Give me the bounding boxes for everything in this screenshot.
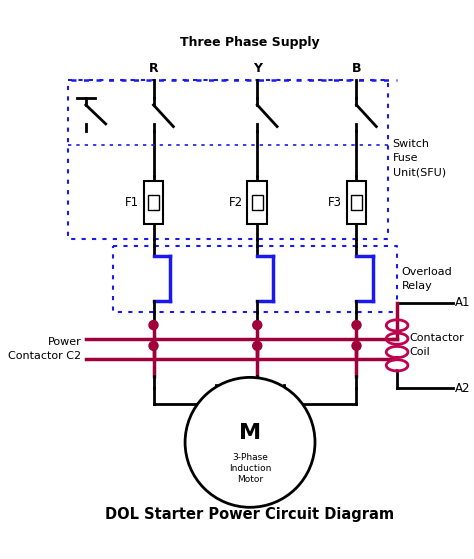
Circle shape — [149, 320, 158, 330]
Text: Power
Contactor C2: Power Contactor C2 — [8, 338, 82, 361]
Circle shape — [253, 320, 262, 330]
Text: Contactor
Coil: Contactor Coil — [410, 333, 465, 357]
Circle shape — [149, 342, 158, 350]
Circle shape — [352, 320, 361, 330]
Text: Switch
Fuse
Unit(SFU): Switch Fuse Unit(SFU) — [392, 139, 446, 177]
Text: B: B — [352, 61, 361, 74]
Text: 3-Phase
Induction
Motor: 3-Phase Induction Motor — [229, 453, 271, 484]
Bar — [247, 181, 267, 224]
Bar — [144, 181, 164, 224]
Text: F2: F2 — [228, 196, 243, 209]
Text: F1: F1 — [125, 196, 139, 209]
Text: Y: Y — [253, 61, 262, 74]
Circle shape — [352, 342, 361, 350]
Text: A1: A1 — [455, 296, 470, 309]
Text: F3: F3 — [328, 196, 342, 209]
Text: M: M — [239, 423, 261, 443]
Circle shape — [185, 377, 315, 508]
Bar — [252, 195, 263, 210]
Text: Three Phase Supply: Three Phase Supply — [180, 36, 320, 49]
Text: A2: A2 — [455, 382, 470, 395]
Bar — [148, 195, 159, 210]
Text: DOL Starter Power Circuit Diagram: DOL Starter Power Circuit Diagram — [106, 507, 394, 522]
Bar — [351, 195, 362, 210]
Circle shape — [253, 342, 262, 350]
Text: Overload
Relay: Overload Relay — [401, 267, 452, 291]
Text: R: R — [149, 61, 158, 74]
Bar — [346, 181, 366, 224]
